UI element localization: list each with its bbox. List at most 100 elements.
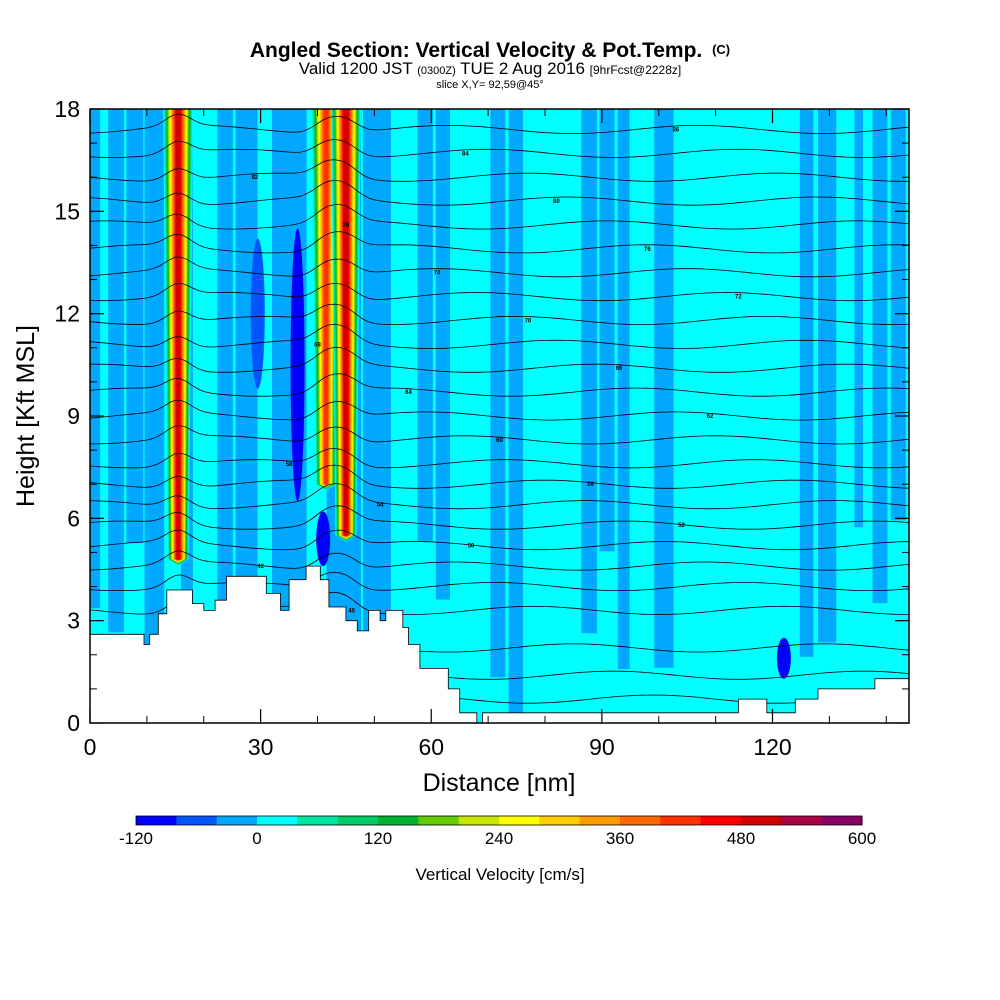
velocity-band — [654, 109, 674, 668]
velocity-band — [890, 109, 906, 521]
colorbar-tick-label: 120 — [364, 829, 392, 848]
velocity-band — [599, 109, 615, 552]
y-axis-label: Height [Kft MSL] — [12, 325, 40, 507]
colorbar-title: Vertical Velocity [cm/s] — [415, 865, 584, 884]
y-tick-label: 15 — [54, 198, 80, 224]
contour-label: 58 — [286, 462, 293, 468]
velocity-band — [617, 109, 630, 669]
colorbar-swatch — [418, 816, 460, 825]
colorbar-swatch — [337, 816, 379, 825]
velocity-bands — [90, 109, 906, 714]
valid-fcst: [9hrFcst@2228z] — [590, 63, 682, 77]
y-tick-label: 6 — [67, 505, 80, 531]
velocity-band — [417, 109, 433, 543]
contour-label: 54 — [377, 503, 384, 509]
axis-ticks — [89, 108, 909, 724]
velocity-band — [581, 109, 597, 634]
colorbar-swatch — [176, 816, 218, 825]
x-axis-label: Distance [nm] — [423, 769, 576, 797]
x-tick-label: 120 — [753, 734, 791, 760]
title-suffix: (C) — [712, 42, 730, 57]
velocity-cells — [163, 109, 791, 679]
velocity-band — [363, 109, 383, 692]
y-tick-label: 0 — [67, 710, 80, 736]
theta-contour — [90, 256, 909, 278]
theta-contour — [90, 448, 909, 469]
velocity-band — [490, 109, 506, 678]
theta-contour — [90, 505, 909, 530]
colorbar-tick-label: 360 — [606, 829, 634, 848]
theta-contour — [90, 204, 909, 230]
contour-label: 86 — [672, 127, 679, 133]
updraft-mark — [175, 109, 181, 560]
y-tick-label: 3 — [67, 608, 80, 634]
valid-zulu: (0300Z) — [417, 65, 456, 77]
x-tick-labels: 0 30 60 90 120 — [84, 734, 792, 760]
colorbar-swatch — [458, 816, 500, 825]
colorbar-tick-label: 0 — [252, 829, 261, 848]
colorbar-tick-label: 240 — [485, 829, 513, 848]
contour-label: 78 — [343, 223, 350, 229]
colorbar-tick-labels: -120 0 120 240 360 480 600 — [119, 829, 876, 848]
theta-contour — [90, 529, 909, 551]
velocity-band — [108, 109, 124, 633]
colorbar-swatch — [700, 816, 742, 825]
title-main: Angled Section: Vertical Velocity & Pot.… — [250, 39, 702, 62]
x-tick-label: 60 — [418, 734, 444, 760]
contour-label: 72 — [735, 295, 742, 301]
colorbar-swatch — [539, 816, 581, 825]
velocity-band — [217, 109, 233, 609]
contour-label: 66 — [616, 366, 623, 372]
colorbar-tick-label: 480 — [727, 829, 755, 848]
theta-contour — [90, 231, 909, 254]
terrain — [90, 565, 909, 723]
theta-contour — [90, 464, 909, 489]
theta-contour — [90, 303, 909, 326]
velocity-band — [508, 109, 523, 714]
y-tick-label: 18 — [54, 96, 80, 122]
velocity-band — [854, 109, 864, 528]
contour-label: 52 — [678, 523, 685, 529]
theta-contour — [90, 323, 909, 349]
colorbar-swatch — [136, 816, 177, 825]
velocity-band — [381, 109, 391, 652]
theta-contour — [90, 282, 909, 302]
velocity-band — [272, 109, 295, 633]
contour-label: 80 — [553, 199, 560, 205]
chart-title: Angled Section: Vertical Velocity & Pot.… — [250, 39, 730, 91]
plot-area: 40 42 50 52 54 56 58 60 62 64 66 68 70 72 74 76 78 80 82 84… — [90, 109, 909, 723]
colorbar-swatch — [620, 816, 661, 825]
contour-label: 40 — [348, 608, 355, 614]
colorbar-swatch — [821, 816, 863, 825]
colorbar-frame — [135, 815, 863, 826]
valid-date: TUE 2 Aug 2016 — [460, 59, 585, 78]
x-tick-label: 0 — [84, 734, 97, 760]
colorbar-swatch — [499, 816, 540, 825]
theta-contour — [90, 425, 909, 445]
theta-contour — [90, 139, 909, 158]
theta-contour — [90, 159, 909, 182]
colorbar-swatch — [741, 816, 782, 825]
velocity-band — [872, 109, 888, 604]
downdraft-mark — [250, 238, 265, 389]
downdraft-mark — [316, 511, 331, 567]
updraft-mark — [343, 109, 349, 536]
contour-label: 50 — [468, 544, 475, 550]
x-tick-label: 30 — [248, 734, 274, 760]
theta-contour — [90, 179, 909, 206]
colorbar-swatch — [257, 816, 298, 825]
updraft-mark — [323, 109, 329, 485]
contour-label: 62 — [707, 414, 714, 420]
theta-contour — [90, 483, 909, 510]
velocity-band — [818, 109, 837, 643]
svg-text:Valid 1200 JST (0300Z): Valid 1200 JST (0300Z) TUE 2 Aug 2016 [9… — [299, 59, 681, 78]
colorbar-swatch — [216, 816, 258, 825]
downdraft-mark — [776, 637, 791, 679]
contour-label: 42 — [257, 564, 264, 570]
contour-label: 76 — [644, 247, 651, 253]
theta-contour — [90, 550, 909, 571]
contour-label: 74 — [434, 271, 441, 277]
theta-contour — [90, 113, 909, 135]
velocity-band — [435, 109, 451, 600]
